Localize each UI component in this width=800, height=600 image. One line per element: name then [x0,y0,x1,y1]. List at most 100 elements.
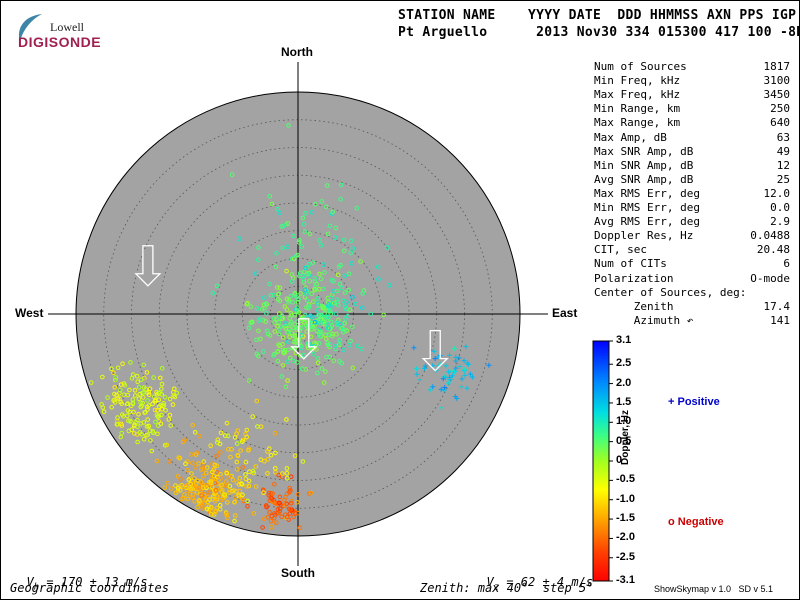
source-point [267,194,273,199]
source-point [169,486,174,491]
source-point [325,183,330,188]
source-point [118,387,123,393]
source-point [346,287,352,293]
source-point [190,423,195,428]
source-point [310,260,316,265]
source-point [333,311,339,317]
source-point [190,486,196,491]
stat-row: Max Amp, dB 63 [594,131,790,145]
source-point [325,340,330,346]
source-point [411,345,417,351]
source-point [233,513,238,518]
source-point [265,328,270,334]
source-point [307,304,312,309]
source-point [342,273,348,279]
source-point [287,485,293,491]
source-point [243,476,249,482]
source-point [293,306,299,312]
header-row-1: STATION NAME YYYY DATE DDD HHMMSS AXN PP… [398,8,797,23]
source-point [309,291,315,297]
source-point [486,362,492,368]
source-point [368,311,374,317]
source-point [296,240,302,245]
source-point [328,295,334,301]
logo-line1: Lowell [50,20,84,34]
sources-layer [88,123,492,531]
source-point [244,427,250,433]
source-point [282,304,288,309]
source-point [330,301,335,306]
source-point [288,474,294,480]
source-point [442,384,448,390]
source-point [283,323,288,329]
source-point [462,366,468,372]
source-point [170,402,176,407]
source-point [456,355,462,361]
source-point [138,377,144,383]
source-point [174,390,180,396]
source-point [336,264,342,270]
source-point [287,489,292,495]
source-point [211,512,217,517]
source-point [325,314,330,320]
source-point [318,242,324,248]
source-point [275,206,280,212]
source-point [291,233,296,239]
source-point [258,457,264,463]
source-point [149,448,155,454]
source-point [112,397,117,403]
version-label: ShowSkymap v 1.0 SD v 5.1 [654,584,774,594]
source-point [467,371,473,377]
source-point [277,494,283,500]
source-point [171,393,176,399]
source-point [469,374,475,380]
source-point [350,246,356,251]
source-point [250,414,255,420]
source-point [295,510,301,516]
source-point [342,290,348,295]
source-point [345,313,351,319]
source-point [267,333,273,338]
stat-row: Max Freq, kHz 3450 [594,88,790,102]
source-point [276,331,282,337]
source-point [384,245,390,250]
vz-symbol: V [486,575,494,589]
vh-subscript: h [33,582,40,593]
source-point [291,325,296,331]
source-point [294,500,300,505]
source-point [244,434,249,440]
source-point [245,504,250,509]
source-point [235,453,241,458]
compass-west: West [15,306,44,320]
source-point [375,264,381,270]
source-point [311,299,316,304]
stat-label: Min Freq, kHz [594,74,681,88]
source-point [304,298,310,303]
source-point [289,313,294,318]
source-point [167,459,172,464]
source-point [350,365,356,371]
source-point [112,385,117,390]
source-point [300,215,306,221]
source-point [321,262,326,268]
source-point [194,490,200,495]
source-point [335,272,341,278]
stat-label: Min SNR Amp, dB [594,158,694,172]
source-point [414,371,420,377]
colorbar-tick-label: 3.1 [616,334,632,346]
source-point [225,500,230,505]
source-point [101,409,107,415]
source-point [246,448,251,453]
source-point [214,453,219,459]
source-point [301,352,307,358]
source-point [260,525,265,530]
source-point [280,363,286,368]
source-point [152,407,158,413]
source-point [278,505,283,511]
legend-positive-label: Positive [677,396,720,408]
source-point [175,474,181,479]
source-point [341,347,346,353]
source-point [464,385,470,391]
source-point [360,291,366,296]
source-point [276,291,282,297]
